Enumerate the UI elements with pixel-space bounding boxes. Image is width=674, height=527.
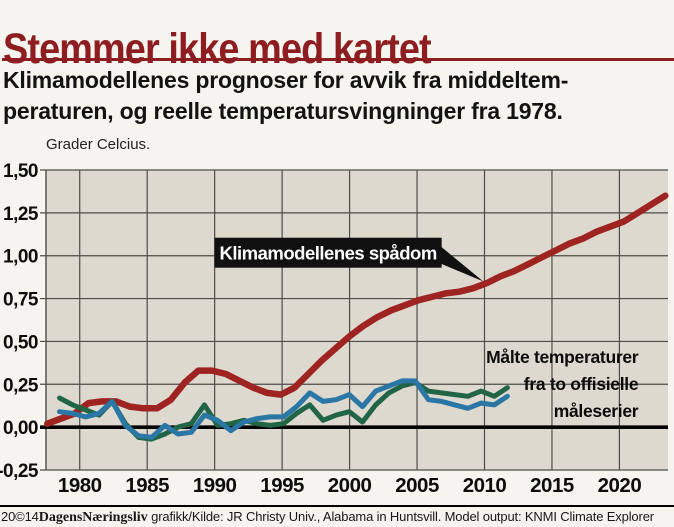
measured-series-label-line: måleserier: [554, 401, 639, 421]
x-tick-label: 2015: [530, 474, 574, 497]
x-tick-label: 1985: [125, 474, 169, 497]
y-tick-label: 1,25: [3, 204, 39, 225]
credit-source-text: grafikk/Kilde: JR Christy Univ., Alabama…: [147, 509, 654, 524]
x-tick-label: 2010: [463, 474, 507, 497]
callout-box: [214, 237, 442, 268]
title-divider-rule: [2, 58, 674, 61]
footer-divider-rule: [0, 505, 674, 507]
y-tick-label: 0,75: [3, 290, 39, 311]
y-tick-label: 1,50: [3, 161, 38, 182]
x-tick-label: 2020: [598, 474, 642, 497]
callout-label: Klimamodellenes spådom: [220, 243, 437, 264]
model-projection-line: [44, 192, 669, 427]
measured-series-label-line: fra to offisielle: [524, 374, 639, 394]
chart-subtitle: Klimamodellenes prognoser for avvik fra …: [3, 65, 663, 127]
plot-background: [46, 170, 668, 470]
subtitle-line-1: Klimamodellenes prognoser for avvik fra …: [3, 67, 569, 93]
subtitle-line-2: peraturen, og reelle temperatursvingning…: [3, 98, 563, 124]
x-tick-label: 1995: [260, 474, 304, 497]
y-tick-label: 0,25: [3, 375, 39, 396]
measured-series-label-line: Målte temperaturer: [486, 347, 639, 367]
y-tick-label: 1,00: [3, 247, 38, 268]
y-axis-unit-label: Grader Celcius.: [46, 136, 151, 153]
temperature-line-chart: Klimamodellenes spådom Målte temperaturer…: [0, 161, 669, 497]
measured-temperature-line: [57, 378, 510, 440]
y-tick-label: -0,25: [0, 461, 39, 482]
page-title: Stemmer ikke med kartet: [3, 24, 432, 73]
x-tick-label: 1990: [193, 474, 237, 497]
credit-prefix: 20©14: [1, 509, 39, 524]
x-tick-label: 2005: [395, 474, 439, 497]
x-tick-label: 2000: [328, 474, 372, 497]
y-tick-label: 0,00: [3, 418, 38, 439]
publisher-brand: DagensNæringsliv: [38, 510, 148, 525]
source-credit-line: 20©14DagensNæringsliv grafikk/Kilde: JR …: [1, 509, 674, 526]
y-tick-label: 0,50: [3, 332, 38, 353]
x-tick-label: 1980: [58, 474, 102, 497]
